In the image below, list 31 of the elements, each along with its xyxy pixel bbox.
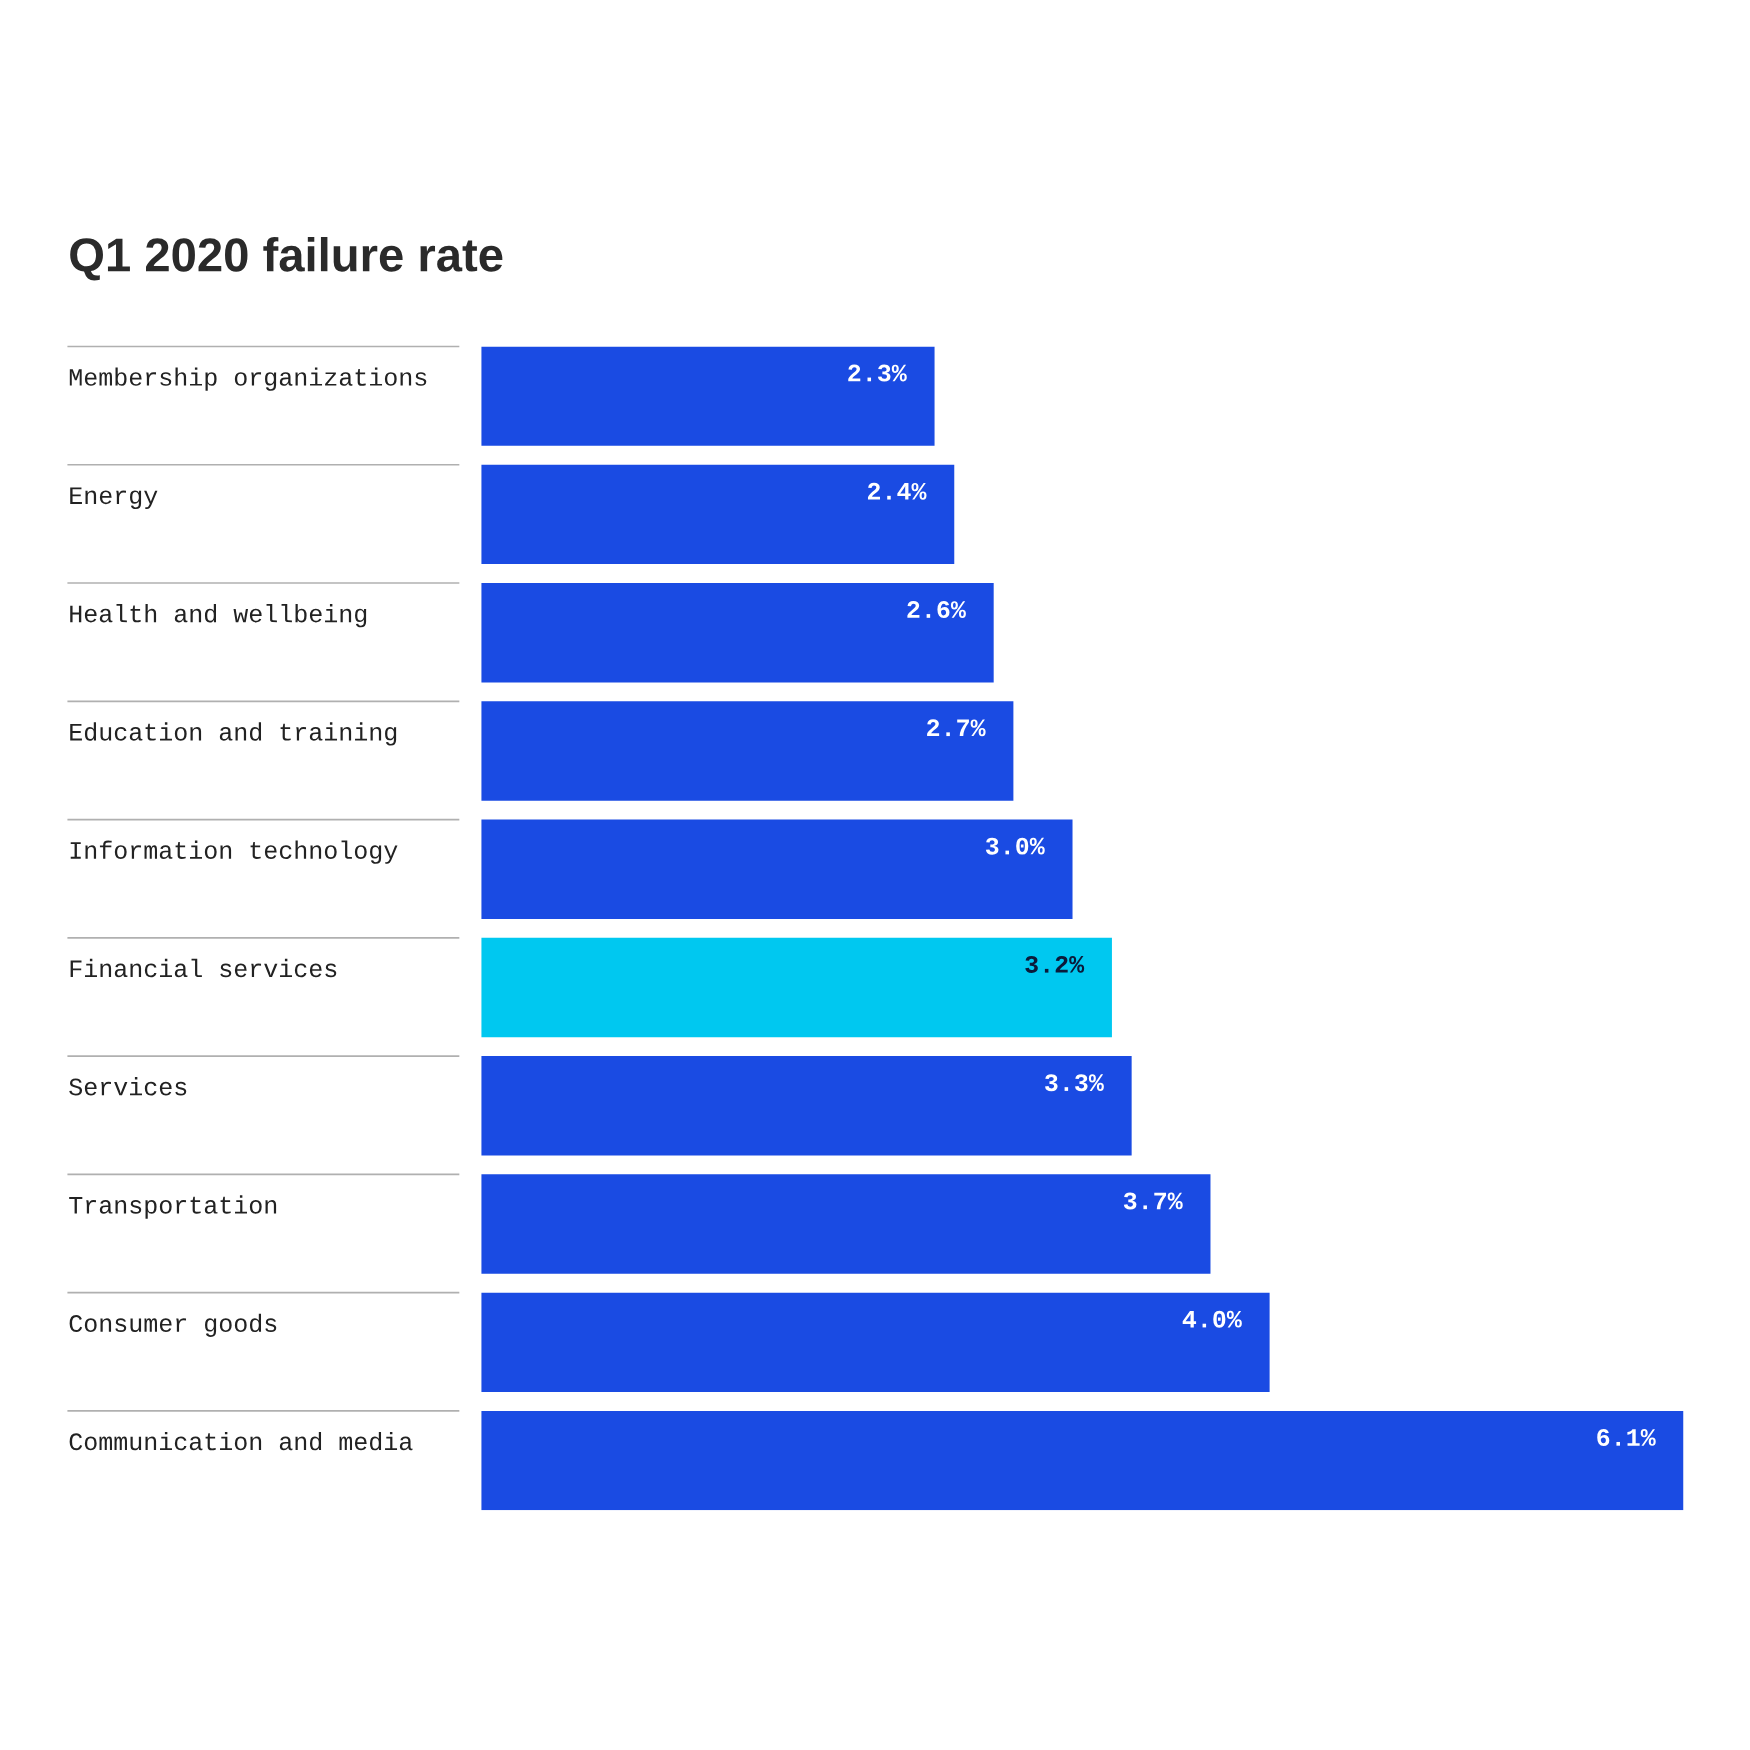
bar — [481, 346, 935, 446]
chart-title: Q1 2020 failure rate — [70, 236, 503, 281]
y-tick-label: Communication and media — [69, 1431, 413, 1451]
y-tick-label: Services — [69, 1077, 187, 1096]
data-label: 3.0% — [985, 837, 1045, 855]
bar — [481, 1174, 1211, 1274]
data-label: 2.4% — [867, 482, 927, 500]
y-tick-label: Health and wellbeing — [70, 604, 367, 628]
data-label: 2.7% — [927, 719, 986, 737]
data-label: 3.2% — [1025, 955, 1085, 973]
y-tick-label: Information technology — [70, 840, 398, 864]
data-label: 3.3% — [1044, 1074, 1104, 1092]
data-label: 4.0% — [1182, 1310, 1242, 1328]
data-label: 2.3% — [848, 364, 907, 382]
bar — [481, 1056, 1132, 1156]
y-tick-label: Financial services — [70, 958, 337, 978]
data-label: 2.6% — [907, 601, 966, 619]
bar — [481, 464, 955, 565]
data-label: 3.7% — [1123, 1192, 1183, 1210]
y-tick-label: Education and training — [70, 722, 397, 746]
bar — [481, 937, 1112, 1038]
bar — [481, 819, 1073, 919]
bar — [481, 701, 1014, 801]
bar — [481, 1292, 1270, 1392]
bar — [481, 1410, 1684, 1511]
y-tick-label: Membership organizations — [69, 367, 427, 391]
data-label: 6.1% — [1597, 1428, 1656, 1446]
y-tick-label: Energy — [70, 487, 158, 510]
y-tick-label: Transportation — [69, 1195, 277, 1219]
y-tick-label: Consumer goods — [69, 1313, 277, 1337]
bar — [481, 583, 994, 683]
